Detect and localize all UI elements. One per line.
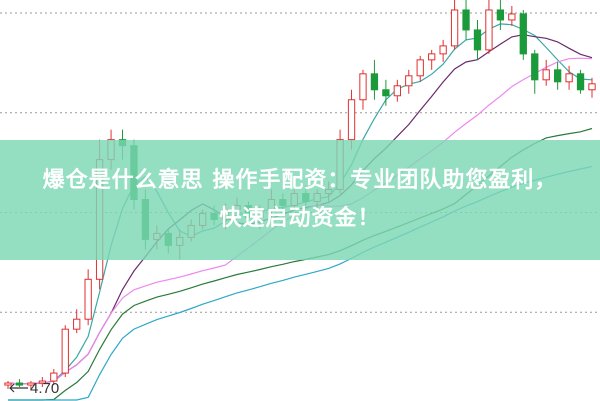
- candle-body: [382, 89, 390, 97]
- price-label: 4.70: [30, 380, 60, 397]
- candle-body: [576, 73, 585, 91]
- candle-body: [485, 9, 493, 51]
- candle-body: [416, 59, 424, 77]
- candle-body: [50, 372, 58, 382]
- candle-body: [38, 380, 47, 384]
- candle-body: [84, 278, 92, 320]
- candle-body: [439, 45, 447, 55]
- arrow-icon: [9, 383, 28, 393]
- candle-body: [450, 9, 459, 47]
- title-banner: 爆仓是什么意思 操作手配资：专业团队助您盈利， 快速启动资金！: [0, 140, 600, 260]
- candle-body: [519, 13, 527, 55]
- candle-body: [347, 99, 356, 141]
- candle-body: [359, 73, 367, 101]
- title-line-2: 快速启动资金！: [219, 206, 381, 231]
- candle-body: [393, 85, 401, 97]
- candle-body: [542, 69, 550, 81]
- candle-body: [73, 318, 81, 330]
- candle-body: [531, 53, 539, 81]
- candle-body: [496, 9, 505, 21]
- candle-body: [15, 382, 24, 386]
- candle-body: [553, 69, 562, 83]
- candle-body: [4, 382, 12, 386]
- candle-body: [565, 73, 573, 83]
- title-line-1: 爆仓是什么意思 操作手配资：专业团队助您盈利，: [42, 168, 558, 193]
- candle-body: [588, 83, 596, 91]
- candle-body: [428, 53, 436, 61]
- candle-body: [462, 9, 470, 31]
- candle-body: [405, 75, 413, 87]
- candle-body: [473, 29, 482, 51]
- candle-body: [61, 328, 69, 374]
- candle-body: [27, 382, 35, 386]
- candle-body: [508, 13, 516, 21]
- candle-body: [370, 73, 379, 91]
